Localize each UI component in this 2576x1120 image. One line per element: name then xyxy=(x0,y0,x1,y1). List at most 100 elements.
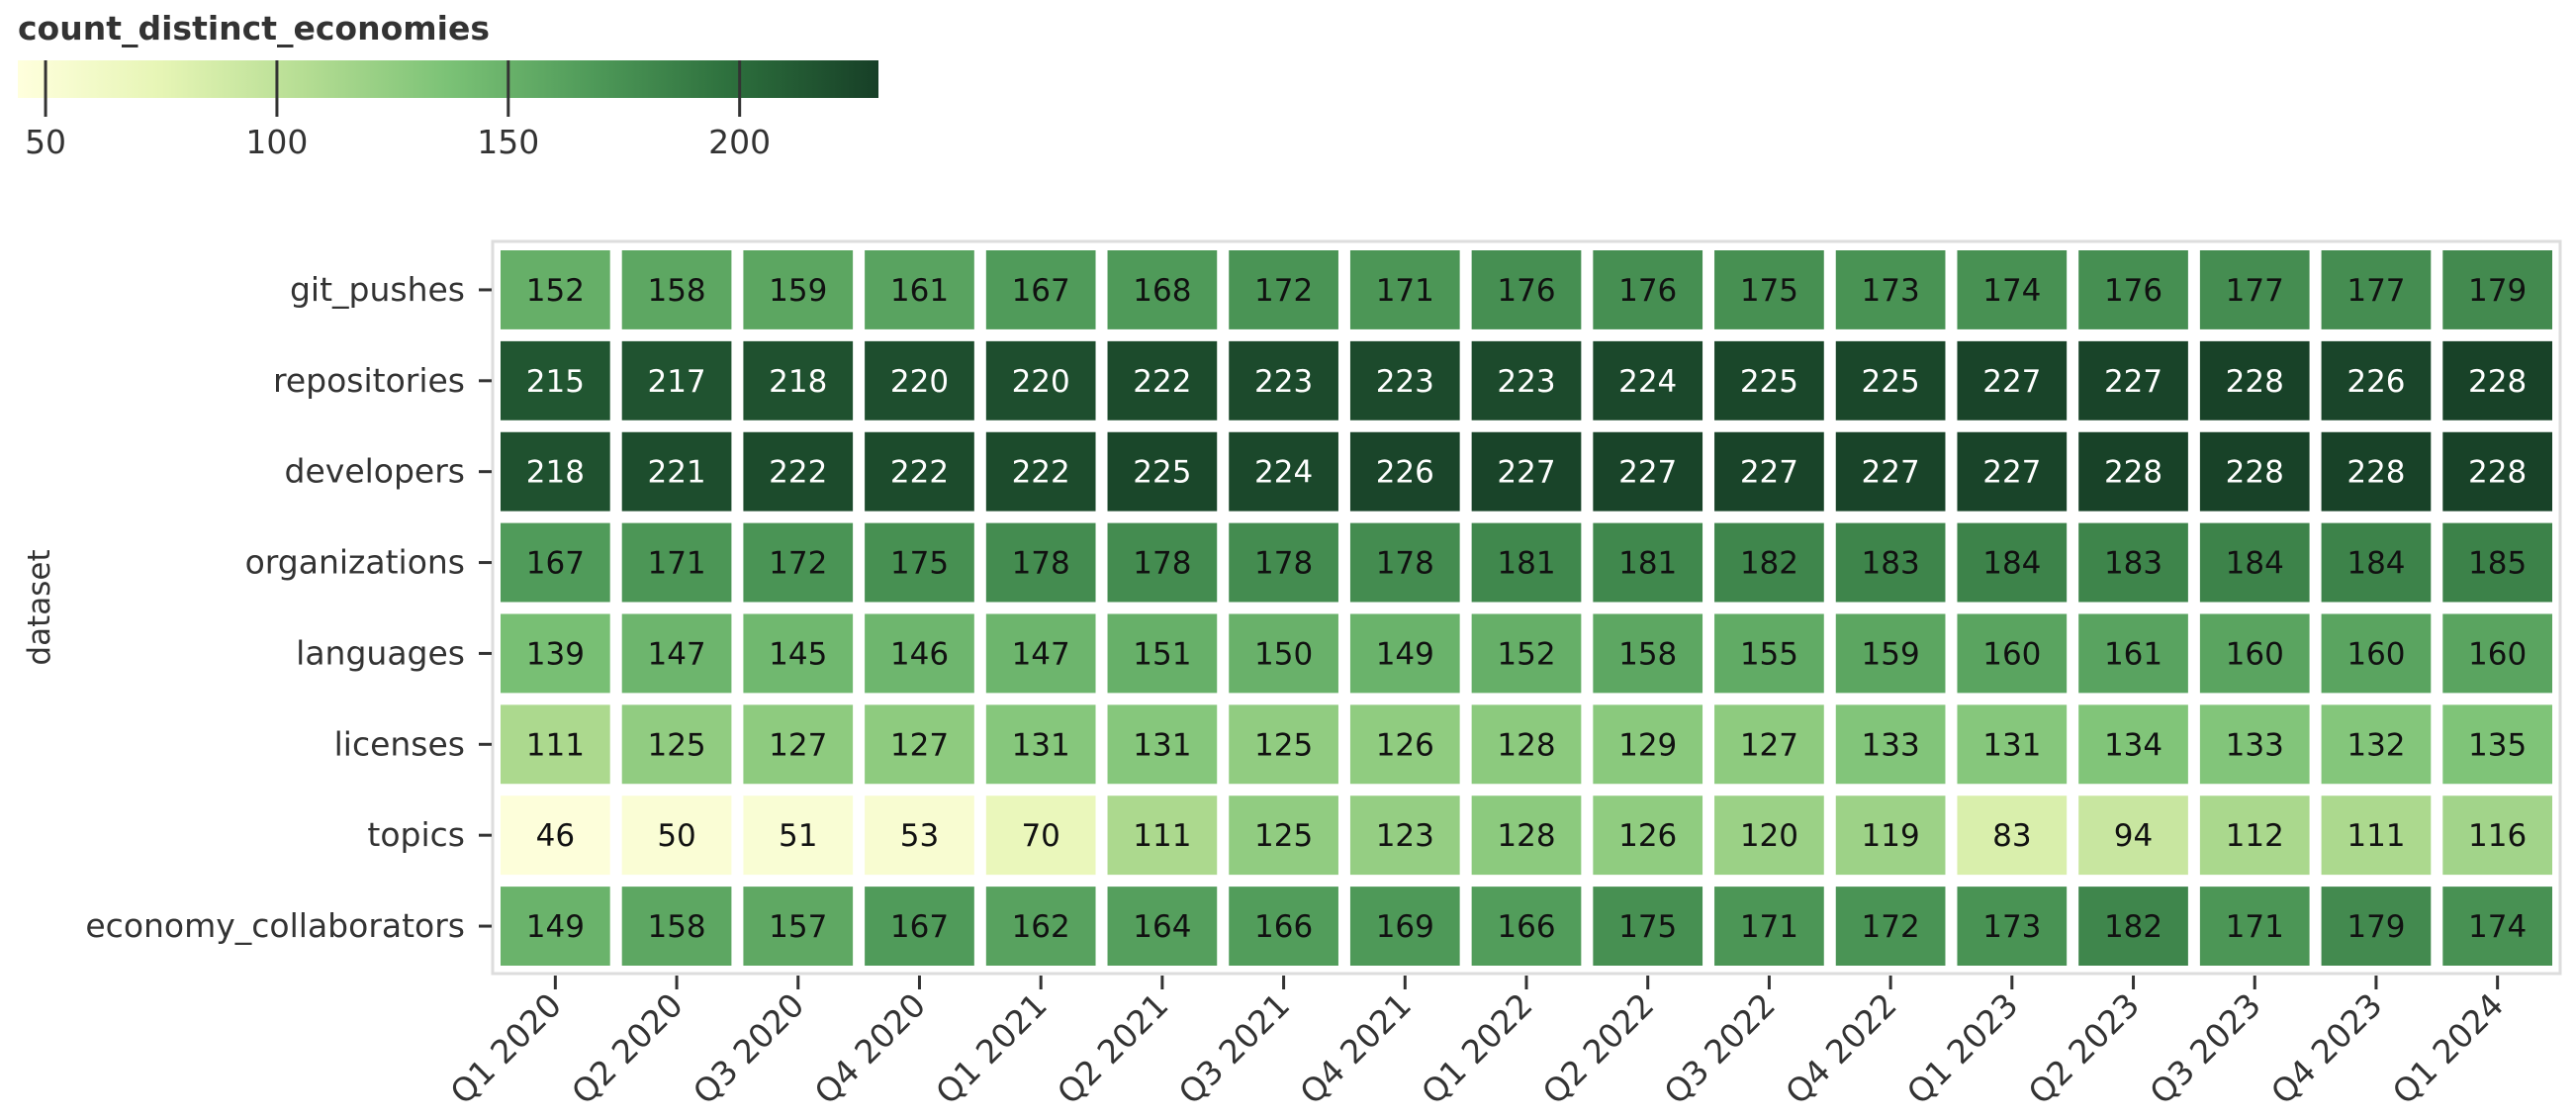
cell-value-label: 228 xyxy=(2104,455,2162,491)
x-tick-label: Q4 2022 xyxy=(1778,985,1904,1112)
cell-value-label: 159 xyxy=(1862,636,1920,672)
heatmap-cell xyxy=(1229,522,1338,603)
cell-value-label: 215 xyxy=(526,364,585,400)
cell-value-label: 139 xyxy=(526,636,585,672)
y-tick-label: languages xyxy=(296,633,465,672)
heatmap-cell xyxy=(2321,250,2432,329)
legend-tick-label: 50 xyxy=(25,123,66,161)
cell-value-label: 176 xyxy=(1497,273,1555,309)
cell-value-label: 133 xyxy=(1862,727,1920,763)
y-tick-label: git_pushes xyxy=(290,270,465,309)
cell-value-label: 179 xyxy=(2346,909,2405,945)
x-tick-label: Q2 2020 xyxy=(564,985,690,1112)
cell-value-label: 125 xyxy=(1254,818,1313,854)
cell-value-label: 123 xyxy=(1376,818,1434,854)
cell-value-label: 222 xyxy=(1012,455,1070,491)
heatmap-cell xyxy=(743,340,854,420)
cell-value-label: 178 xyxy=(1133,546,1191,582)
cell-value-label: 225 xyxy=(1862,364,1920,400)
cell-value-label: 160 xyxy=(2226,636,2284,672)
cell-value-label: 177 xyxy=(2226,273,2284,309)
plot-frame xyxy=(491,239,2562,976)
heatmap-cell xyxy=(2199,613,2310,694)
heatmap-cell xyxy=(1471,704,1582,785)
heatmap-cell xyxy=(865,431,974,512)
heatmap-cell xyxy=(985,704,1096,785)
heatmap-cell xyxy=(621,887,732,966)
cell-value-label: 159 xyxy=(769,273,827,309)
x-tick-label: Q3 2020 xyxy=(686,985,812,1112)
heatmap-cell xyxy=(501,431,610,512)
heatmap-cell xyxy=(2199,340,2310,420)
heatmap-cell xyxy=(1349,522,1460,603)
heatmap-cell xyxy=(2321,887,2432,966)
cell-value-label: 225 xyxy=(1740,364,1798,400)
heatmap-cell xyxy=(1714,613,1824,694)
heatmap-cell xyxy=(2321,704,2432,785)
cell-value-label: 125 xyxy=(647,727,705,763)
cell-value-label: 51 xyxy=(779,818,817,854)
cell-value-label: 53 xyxy=(900,818,939,854)
heatmap-cell xyxy=(1835,795,1946,876)
cell-value-label: 128 xyxy=(1497,818,1555,854)
heatmap-cell xyxy=(743,887,854,966)
cell-value-label: 225 xyxy=(1133,455,1191,491)
heatmap-cell xyxy=(621,431,732,512)
heatmap-cell xyxy=(1229,704,1338,785)
heatmap-cell xyxy=(1107,340,1218,420)
cell-value-label: 175 xyxy=(1740,273,1798,309)
heatmap-cell xyxy=(621,250,732,329)
heatmap-cell xyxy=(1957,613,2068,694)
cell-value-label: 131 xyxy=(1982,727,2041,763)
cell-value-label: 171 xyxy=(647,546,705,582)
cell-value-label: 178 xyxy=(1376,546,1434,582)
heatmap-cell xyxy=(743,613,854,694)
cell-value-label: 184 xyxy=(2346,546,2405,582)
y-tick-label: licenses xyxy=(334,724,465,763)
cell-value-label: 119 xyxy=(1862,818,1920,854)
cell-value-label: 125 xyxy=(1254,727,1313,763)
legend-title: count_distinct_economies xyxy=(18,9,490,47)
cell-value-label: 224 xyxy=(1618,364,1677,400)
cell-value-label: 175 xyxy=(1618,909,1677,945)
heatmap-cell xyxy=(1471,887,1582,966)
heatmap-cell xyxy=(1714,704,1824,785)
cell-value-label: 173 xyxy=(1862,273,1920,309)
cell-value-label: 228 xyxy=(2226,364,2284,400)
cell-value-label: 227 xyxy=(2104,364,2162,400)
heatmap-cells: 152 158 159 161 167 168 172 171 176 176 175 173 174 1… xyxy=(501,250,2552,966)
heatmap-cell xyxy=(621,613,732,694)
heatmap-cell xyxy=(1957,431,2068,512)
heatmap-cell xyxy=(2199,250,2310,329)
legend-color-bar xyxy=(18,60,878,98)
legend-tick-label: 200 xyxy=(708,123,771,161)
cell-value-label: 172 xyxy=(1254,273,1313,309)
heatmap-cell xyxy=(2199,431,2310,512)
heatmap-cell xyxy=(1835,613,1946,694)
cell-value-label: 145 xyxy=(769,636,827,672)
heatmap-cell xyxy=(501,795,610,876)
cell-value-label: 176 xyxy=(2104,273,2162,309)
heatmap-cell xyxy=(1714,887,1824,966)
cell-value-label: 160 xyxy=(2346,636,2405,672)
cell-value-label: 222 xyxy=(1133,364,1191,400)
cell-value-label: 171 xyxy=(1740,909,1798,945)
cell-value-label: 111 xyxy=(2346,818,2405,854)
cell-value-label: 151 xyxy=(1133,636,1191,672)
heatmap-cell xyxy=(501,613,610,694)
heatmap-cell xyxy=(2321,522,2432,603)
cell-value-label: 166 xyxy=(1254,909,1313,945)
cell-value-label: 218 xyxy=(769,364,827,400)
heatmap-cell xyxy=(1714,340,1824,420)
heatmap-cell xyxy=(1107,795,1218,876)
heatmap-cell xyxy=(743,522,854,603)
heatmap-cell xyxy=(501,340,610,420)
heatmap-cell xyxy=(501,522,610,603)
cell-value-label: 116 xyxy=(2468,818,2527,854)
cell-value-label: 94 xyxy=(2114,818,2153,854)
cell-value-label: 169 xyxy=(1376,909,1434,945)
heatmap-cell xyxy=(1593,431,1703,512)
cell-value-label: 152 xyxy=(526,273,585,309)
cell-value-label: 167 xyxy=(1012,273,1070,309)
heatmap-cell xyxy=(2199,887,2310,966)
